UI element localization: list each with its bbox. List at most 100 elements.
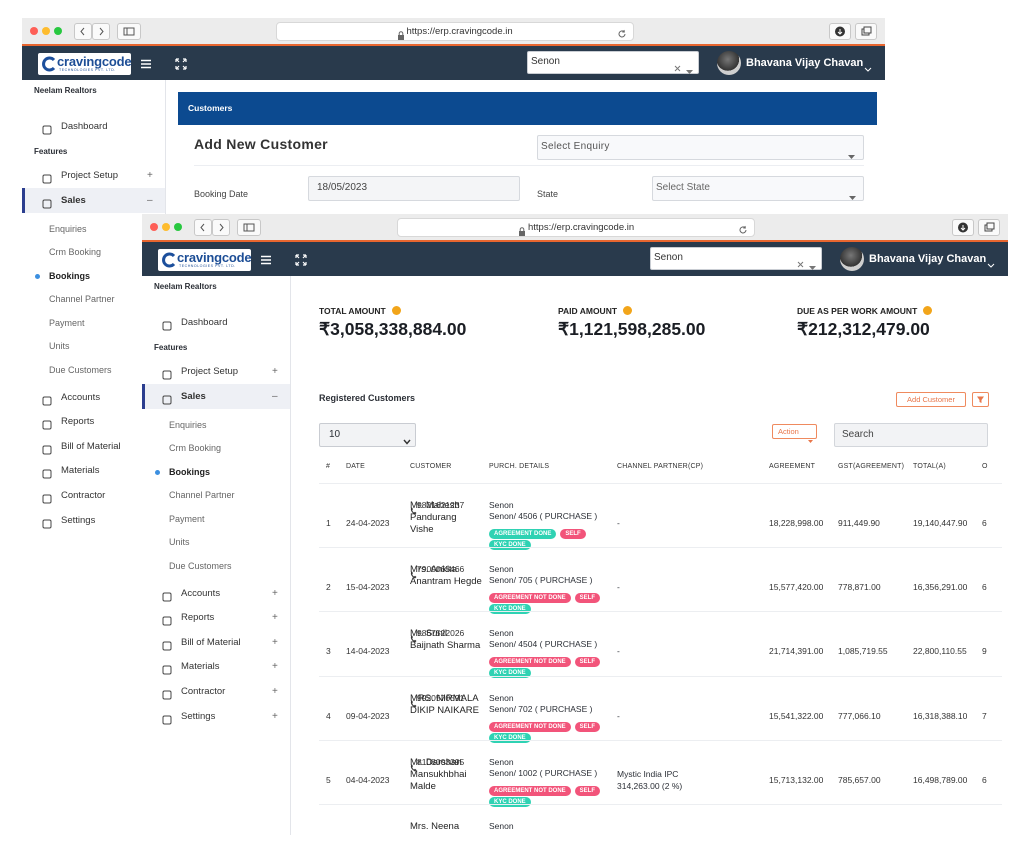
back-button[interactable] xyxy=(74,23,92,40)
menu-toggle[interactable]: – xyxy=(272,390,278,402)
gst-amount: 1,085,719.55 xyxy=(838,646,888,657)
submenu-item[interactable]: Due Customers xyxy=(169,560,232,571)
page-size-select[interactable]: 10 xyxy=(319,423,416,447)
window-control[interactable] xyxy=(42,27,50,35)
sidebar-toggle[interactable] xyxy=(237,219,261,236)
submenu-item[interactable]: Units xyxy=(169,537,190,548)
status-badge: AGREEMENT NOT DONE xyxy=(489,593,571,604)
submenu-item[interactable]: Crm Booking xyxy=(49,247,102,258)
menu-item[interactable]: Bill of Material xyxy=(181,636,241,648)
menu-toggle[interactable] xyxy=(140,57,152,69)
fullscreen-toggle[interactable] xyxy=(175,57,187,70)
user-name[interactable]: Bhavana Vijay Chavan xyxy=(869,253,987,265)
menu-item[interactable]: Sales xyxy=(61,194,86,206)
menu-item[interactable]: Settings xyxy=(181,710,216,722)
menu-item[interactable]: Contractor xyxy=(61,490,106,501)
menu-item[interactable]: Bill of Material xyxy=(61,440,121,452)
filter-button[interactable] xyxy=(972,392,989,407)
menu-toggle[interactable]: – xyxy=(147,194,153,206)
download-button[interactable] xyxy=(829,23,851,40)
menu-item[interactable]: Materials xyxy=(181,661,220,673)
submenu-item[interactable]: Bookings xyxy=(49,270,91,281)
unit-detail: Senon/ 702 ( PURCHASE ) xyxy=(489,703,593,714)
menu-toggle[interactable]: + xyxy=(272,366,278,377)
customer-name: Mr. Mahesh Pandurang Vishe xyxy=(410,500,460,535)
tabs-button[interactable] xyxy=(855,23,877,40)
user-avatar[interactable] xyxy=(840,247,864,271)
enquiry-select[interactable]: Select Enquiry xyxy=(537,135,864,160)
window-control[interactable] xyxy=(54,27,62,35)
menu-toggle[interactable]: + xyxy=(272,661,278,673)
column-header: # xyxy=(326,463,331,470)
menu-item[interactable]: Accounts xyxy=(181,587,221,599)
menu-item[interactable]: Dashboard xyxy=(181,317,228,328)
menu-toggle[interactable]: + xyxy=(272,686,278,697)
badge-row: AGREEMENT DONE SELF xyxy=(489,522,614,539)
clear-icon xyxy=(797,255,804,268)
channel-partner: - xyxy=(617,710,620,721)
user-name[interactable]: Bhavana Vijay Chavan xyxy=(746,57,864,69)
menu-toggle[interactable]: + xyxy=(272,587,278,599)
sidebar-toggle[interactable] xyxy=(117,23,141,40)
window-control[interactable] xyxy=(30,27,38,35)
action-button[interactable]: Action xyxy=(772,424,817,443)
submenu-item[interactable]: Bookings xyxy=(169,466,211,477)
top-navbar: cravingcode TECHNOLOGIES PVT. LTD. Senon Bh… xyxy=(142,242,1008,276)
back-button[interactable] xyxy=(194,219,212,236)
fullscreen-toggle[interactable] xyxy=(295,253,307,266)
row-divider xyxy=(319,611,1002,613)
menu-toggle[interactable]: + xyxy=(272,710,278,722)
menu-toggle[interactable]: + xyxy=(147,170,153,181)
forward-button[interactable] xyxy=(92,23,110,40)
menu-item[interactable]: Project Setup xyxy=(61,170,119,181)
forward-button[interactable] xyxy=(212,219,230,236)
menu-item[interactable]: Settings xyxy=(61,514,96,526)
window-control[interactable] xyxy=(150,223,158,231)
row-date: 09-04-2023 xyxy=(346,710,390,721)
submenu-item[interactable]: Enquiries xyxy=(49,223,87,234)
download-button[interactable] xyxy=(952,219,974,236)
submenu-item[interactable]: Channel Partner xyxy=(169,490,235,501)
status-badge: KYC DONE xyxy=(489,732,531,743)
submenu-item[interactable]: Crm Booking xyxy=(169,443,222,454)
project-search[interactable]: Senon xyxy=(527,51,699,74)
customer-cell: MRS. NIRMALA DIKIP NAIKARE 9920570591 xyxy=(410,693,482,728)
search-input[interactable]: Search xyxy=(834,423,988,447)
menu-item[interactable]: Sales xyxy=(181,390,206,402)
menu-toggle[interactable]: + xyxy=(272,612,278,624)
purchase-cell: Senon xyxy=(489,821,614,832)
submenu-item[interactable]: Due Customers xyxy=(49,364,112,375)
address-bar[interactable]: https://erp.cravingcode.in xyxy=(275,22,634,41)
total-amount: 16,498,789.00 xyxy=(913,774,968,785)
customer-cell: Mrs. Ankita Anantram Hegde 7900065466 xyxy=(410,564,482,599)
address-bar[interactable]: https://erp.cravingcode.in xyxy=(397,218,755,237)
submenu-item[interactable]: Enquiries xyxy=(169,419,207,430)
user-avatar[interactable] xyxy=(717,51,741,75)
project-search[interactable]: Senon xyxy=(650,247,822,270)
purchase-cell: Senon Senon/ 4504 ( PURCHASE ) AGREEMENT N… xyxy=(489,628,614,679)
menu-toggle[interactable]: + xyxy=(272,636,278,648)
submenu-item[interactable]: Payment xyxy=(49,317,85,328)
add-customer-button[interactable]: Add Customer xyxy=(896,392,966,407)
logo-mark xyxy=(42,56,56,72)
submenu-item[interactable]: Channel Partner xyxy=(49,294,115,305)
menu-item[interactable]: Materials xyxy=(61,465,100,477)
menu-item[interactable]: Reports xyxy=(61,416,95,428)
menu-item[interactable]: Contractor xyxy=(181,686,226,697)
state-select[interactable]: Select State xyxy=(652,176,864,201)
menu-item[interactable]: Reports xyxy=(181,612,215,624)
menu-item[interactable]: Accounts xyxy=(61,391,101,403)
submenu-item[interactable]: Payment xyxy=(169,513,205,524)
submenu-item[interactable]: Units xyxy=(49,341,70,352)
menu-item[interactable]: Project Setup xyxy=(181,366,239,377)
customer-name: Mrs. Ankita Anantram Hegde xyxy=(410,564,482,588)
menu-toggle[interactable] xyxy=(260,253,272,265)
window-control[interactable] xyxy=(162,223,170,231)
tabs-button[interactable] xyxy=(978,219,1000,236)
window-control[interactable] xyxy=(174,223,182,231)
customer-phone-row: 9867522026 xyxy=(410,628,482,663)
customer-name: Mr. Sunil Baijnath Sharma xyxy=(410,628,481,652)
menu-item[interactable]: Dashboard xyxy=(61,121,108,132)
stat-value: ₹212,312,479.00 xyxy=(797,319,930,339)
booking-date-input[interactable]: 18/05/2023 xyxy=(308,176,520,201)
